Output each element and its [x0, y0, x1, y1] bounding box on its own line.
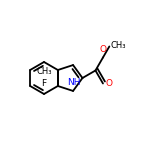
Text: CH₃: CH₃ — [110, 41, 126, 50]
Text: O: O — [106, 79, 113, 88]
Text: F: F — [41, 79, 47, 88]
Text: CH₃: CH₃ — [36, 67, 52, 76]
Text: NH: NH — [67, 78, 81, 87]
Text: O: O — [99, 45, 106, 54]
